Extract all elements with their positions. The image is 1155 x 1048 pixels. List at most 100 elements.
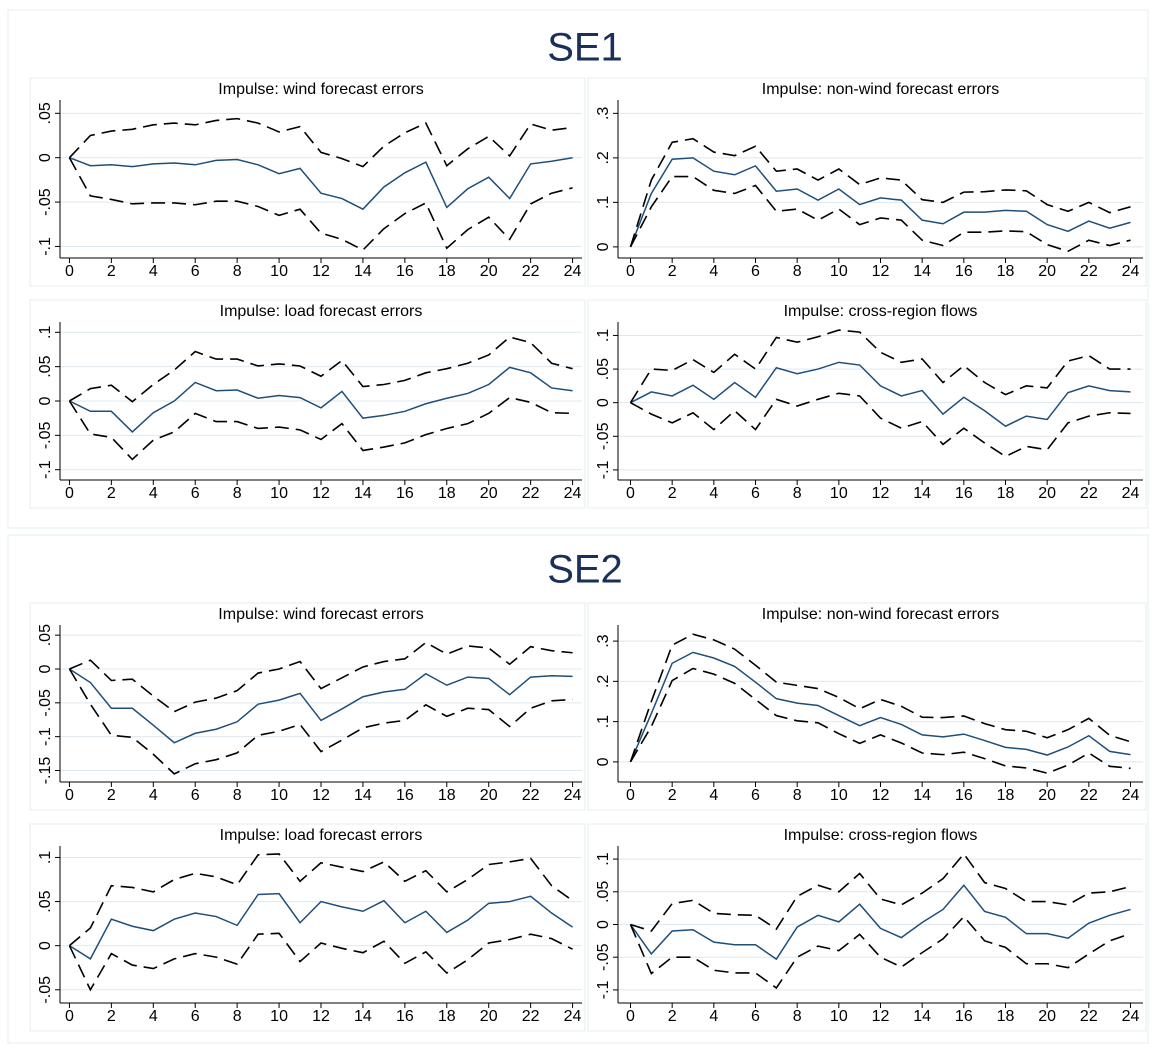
band-line: [629, 137, 1131, 248]
x-tick-label: 2: [668, 1008, 677, 1025]
band-line: [69, 641, 573, 713]
x-tick-label: 4: [149, 787, 158, 804]
irf-line: [69, 892, 573, 960]
y-tick-label: .2: [595, 675, 612, 688]
x-tick-label: 14: [913, 485, 931, 502]
x-tick-label: 12: [872, 485, 890, 502]
x-tick-label: 2: [668, 485, 677, 502]
x-tick-label: 6: [191, 787, 200, 804]
x-tick-label: 10: [270, 485, 288, 502]
x-tick-label: 18: [438, 787, 456, 804]
band-line: [68, 396, 573, 461]
x-tick-label: 10: [270, 1008, 288, 1025]
y-tick-label: 0: [595, 920, 612, 929]
x-tick-label: 20: [1038, 1008, 1056, 1025]
x-tick-label: 24: [1122, 1008, 1140, 1025]
y-tick-label: .05: [37, 355, 54, 377]
x-tick-label: 6: [191, 485, 200, 502]
x-tick-label: 8: [793, 787, 802, 804]
x-tick-label: 2: [107, 1008, 116, 1025]
x-tick-label: 20: [480, 787, 498, 804]
x-tick-label: 0: [65, 263, 74, 280]
x-tick-label: 6: [751, 787, 760, 804]
x-tick-label: 18: [438, 263, 456, 280]
x-tick-label: 12: [312, 787, 330, 804]
y-tick-label: .3: [595, 107, 612, 120]
x-tick-label: 4: [709, 787, 718, 804]
x-tick-label: 8: [233, 1008, 242, 1025]
irf-line: [629, 651, 1131, 763]
y-tick-label: -.15: [37, 757, 54, 785]
band-line: [629, 329, 1131, 404]
y-tick-label: 0: [595, 398, 612, 407]
x-tick-label: 16: [955, 485, 973, 502]
irf-line: [69, 366, 573, 433]
x-tick-label: 0: [626, 1008, 635, 1025]
y-tick-label: -.1: [37, 237, 54, 256]
x-tick-label: 22: [522, 485, 540, 502]
panel: [29, 299, 586, 509]
x-tick-label: 10: [270, 787, 288, 804]
x-tick-label: 2: [107, 787, 116, 804]
y-tick-label: .1: [37, 851, 54, 864]
y-tick-label: .1: [595, 852, 612, 865]
x-tick-label: 12: [312, 485, 330, 502]
panel-title: Impulse: non-wind forecast errors: [762, 81, 999, 98]
x-tick-label: 22: [522, 787, 540, 804]
x-tick-label: 8: [793, 485, 802, 502]
y-tick-label: .1: [595, 329, 612, 342]
y-tick-label: -.05: [37, 976, 54, 1004]
y-tick-label: .05: [595, 358, 612, 380]
x-tick-label: 24: [564, 263, 582, 280]
x-tick-label: 24: [564, 787, 582, 804]
x-tick-label: 10: [830, 1008, 848, 1025]
irf-line: [629, 884, 1131, 961]
irf-line: [629, 157, 1131, 248]
y-tick-label: .05: [595, 881, 612, 903]
x-tick-label: 8: [793, 263, 802, 280]
x-tick-label: 6: [751, 1008, 760, 1025]
x-tick-label: 14: [354, 485, 372, 502]
x-tick-label: 20: [480, 1008, 498, 1025]
x-tick-label: 16: [955, 787, 973, 804]
x-tick-label: 6: [191, 263, 200, 280]
x-tick-label: 18: [438, 1008, 456, 1025]
x-tick-label: 12: [312, 263, 330, 280]
band-line: [68, 117, 573, 168]
x-tick-label: 16: [955, 263, 973, 280]
y-tick-label: .3: [595, 634, 612, 647]
y-tick-label: 0: [37, 153, 54, 162]
y-tick-label: .2: [595, 151, 612, 164]
x-tick-label: 0: [626, 787, 635, 804]
x-tick-label: 16: [396, 787, 414, 804]
y-tick-label: .1: [595, 196, 612, 209]
panel-title: Impulse: wind forecast errors: [218, 606, 423, 623]
x-tick-label: 16: [396, 485, 414, 502]
panel: [29, 823, 586, 1032]
y-tick-label: .05: [37, 890, 54, 912]
x-tick-label: 2: [107, 263, 116, 280]
x-tick-label: 4: [709, 263, 718, 280]
panel: [29, 77, 586, 287]
x-tick-label: 8: [233, 263, 242, 280]
x-tick-label: 4: [149, 263, 158, 280]
x-tick-label: 20: [1038, 787, 1056, 804]
section-title: SE2: [547, 548, 623, 592]
band-line: [629, 667, 1131, 774]
y-tick-label: -.1: [37, 460, 54, 479]
x-tick-label: 0: [626, 485, 635, 502]
x-tick-label: 22: [1080, 787, 1098, 804]
x-tick-label: 10: [830, 485, 848, 502]
x-tick-label: 0: [65, 787, 74, 804]
y-tick-label: .1: [595, 715, 612, 728]
x-tick-label: 12: [872, 263, 890, 280]
x-tick-label: 4: [709, 485, 718, 502]
x-tick-label: 2: [668, 787, 677, 804]
panel: [587, 602, 1147, 811]
panel: [587, 823, 1147, 1032]
panel: [29, 602, 586, 811]
section-title: SE1: [547, 26, 623, 70]
x-tick-label: 8: [793, 1008, 802, 1025]
band-line: [629, 915, 1131, 990]
